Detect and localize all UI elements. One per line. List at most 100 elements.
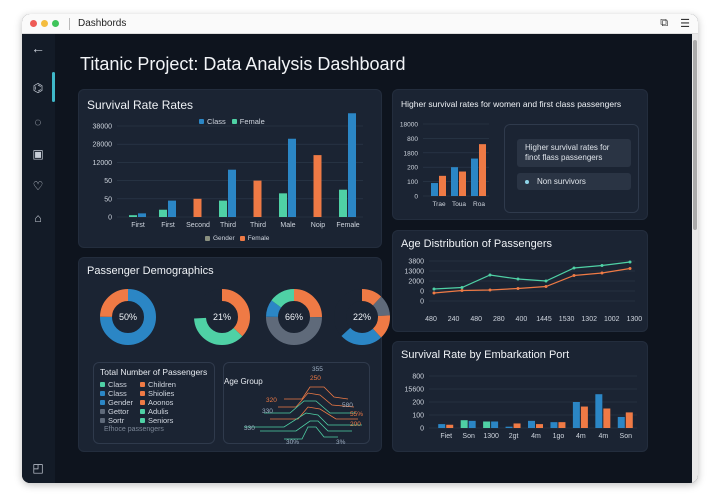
legend-label: Class (108, 380, 127, 389)
legend-swatch (100, 418, 105, 423)
x-tick-label: Male (280, 222, 295, 229)
legend-item: Sortr (100, 416, 133, 425)
legend-swatch (140, 382, 145, 387)
x-tick-label: Son (462, 433, 475, 440)
donut-label: 66% (285, 312, 303, 322)
legend-swatch (100, 400, 105, 405)
y-tick-label: 0 (420, 289, 424, 296)
calendar-icon[interactable]: ▣ (32, 147, 44, 161)
bar-blue (168, 200, 176, 217)
x-tick-label: 240 (448, 316, 460, 323)
page-title: Titanic Project: Data Analysis Dashboard (80, 54, 406, 74)
legend-label: Shiolies (148, 389, 175, 398)
legend-label: Seniors (148, 416, 174, 425)
x-tick-label: Noip (311, 222, 326, 229)
donut-segment (334, 289, 390, 345)
menu-icon[interactable]: ☰ (680, 18, 690, 30)
donut-segment (266, 289, 322, 345)
maximize-button[interactable] (52, 20, 59, 27)
age-group-line-orange (278, 392, 355, 408)
bar-blue (228, 169, 236, 217)
browser-window: Dashbords ⧉ ☰ ← ⌬ ◌ ▣ ♡ ⌂ ◰ Titanic Proje… (22, 14, 698, 483)
x-tick-label: 1302 (581, 316, 597, 323)
bar-orange (439, 175, 446, 196)
age-line-chart: 0 0 2000 13000 3800 480 240 480 280 400 1445 1530 13… (405, 259, 643, 324)
bar-blue (468, 420, 476, 428)
age-group-line-green (284, 426, 338, 440)
point-orange (544, 285, 548, 288)
age-group-label: 30% (286, 439, 299, 445)
y-tick-label: 0 (108, 215, 112, 222)
legend-swatch (100, 391, 105, 396)
y-tick-label: 18000 (400, 122, 418, 129)
x-tick-label: Second (186, 222, 210, 229)
y-tick-label: 50 (104, 178, 112, 185)
donut-label: 21% (213, 312, 231, 322)
bar-green (460, 420, 468, 428)
bar-blue (438, 424, 446, 428)
cloud-icon[interactable]: ⌂ (34, 211, 42, 225)
point-green (572, 266, 576, 270)
minimize-button[interactable] (41, 20, 48, 27)
x-tick-label: 4m (576, 433, 586, 440)
point-green (600, 264, 604, 267)
legend-item: Class (100, 380, 133, 389)
bar-orange (536, 424, 543, 428)
x-tick-label: Fiet (440, 433, 452, 440)
bar-orange (513, 423, 521, 428)
point-green (488, 273, 492, 277)
bar-green (483, 421, 491, 428)
y-tick-label: 2000 (408, 279, 424, 286)
rocket-icon[interactable]: ⌬ (32, 81, 44, 95)
demographics-panel: Passenger Demographics 50% 21% 66% 22% Tota… (78, 257, 390, 452)
panel-title: Age Distribution of Passengers (401, 238, 553, 250)
legend-item: Gender (100, 398, 133, 407)
scrollbar[interactable] (692, 34, 698, 483)
x-tick-label: 1002 (604, 316, 620, 323)
panel-title: Higher survival rates for women and firs… (401, 99, 622, 109)
y-tick-label: 100 (407, 179, 418, 186)
close-button[interactable] (30, 20, 37, 27)
bar-orange (558, 422, 566, 428)
x-tick-label: First (161, 222, 175, 229)
embarkation-panel: Survival Rate by Embarkation Port 0 100 20… (392, 341, 648, 452)
sidebar: ← ⌬ ◌ ▣ ♡ ⌂ ◰ (22, 34, 55, 483)
donut-segment (194, 289, 250, 345)
legend-swatch (100, 409, 105, 414)
legend-label: Aoonos (148, 398, 174, 407)
bar-blue (288, 138, 296, 217)
donut-segment (334, 289, 390, 345)
window-title: Dashbords (78, 18, 127, 29)
age-group-line-green (244, 412, 362, 428)
back-arrow-icon[interactable]: ← (31, 40, 45, 56)
y-tick-label: 200 (407, 165, 418, 172)
bullet-icon (525, 180, 529, 184)
point-orange (628, 267, 632, 270)
x-tick-label: 480 (425, 316, 437, 323)
age-group-line-green (260, 420, 352, 432)
legend-label: Children (148, 380, 176, 389)
legend-label: Class (108, 389, 127, 398)
bar-green (129, 215, 137, 217)
y-tick-label: 800 (407, 136, 418, 143)
age-group-label: 580 (342, 402, 353, 409)
chat-icon[interactable]: ◌ (34, 115, 42, 129)
x-tick-label: Son (620, 433, 633, 440)
x-tick-label: Female (336, 222, 359, 229)
age-group-label: 320 (266, 397, 277, 404)
age-distribution-panel: Age Distribution of Passengers 0 0 2000 130… (392, 230, 648, 332)
legend-label: Gettor (108, 407, 129, 416)
layout-icon[interactable]: ◰ (32, 461, 44, 475)
embarkation-bar-chart: 0 100 200 15600 800 Fiet Son 1300 2gt 4m 1go 4m 4m So… (405, 374, 637, 440)
title-bar: Dashbords ⧉ ☰ (22, 14, 698, 34)
bar-orange (603, 408, 611, 428)
age-group-line-green (264, 400, 356, 414)
y-tick-label: 0 (414, 194, 418, 201)
bar-blue (138, 213, 146, 217)
y-tick-label: 100 (412, 413, 424, 420)
heart-icon[interactable]: ♡ (32, 179, 44, 193)
x-tick-label: 4m (598, 433, 608, 440)
donut-segment (334, 289, 390, 345)
share-icon[interactable]: ⧉ (660, 17, 669, 29)
y-tick-label: 0 (420, 299, 424, 306)
